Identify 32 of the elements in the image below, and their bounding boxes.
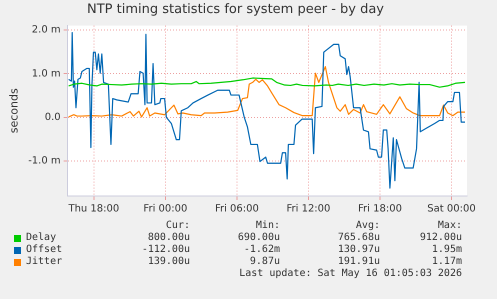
y-tick-label: -1.0 m [28,156,61,167]
text: Cur: [164,220,190,231]
text: 800.00u [146,232,190,243]
text: 765.68u [336,232,380,243]
text: 9.87u [248,256,280,267]
text: 130.97u [336,244,380,255]
text: -112.00u [140,244,190,255]
text: 912.00u [420,232,462,243]
text: -1.62m [242,244,280,255]
text: 139.00u [146,256,190,267]
text: Max: [438,220,462,231]
text: 191.91u [336,256,380,267]
text: 1.17m [432,256,462,267]
x-tick-label: Fri 00:00 [143,204,188,215]
x-tick-label: Fri 12:00 [286,204,330,215]
y-tick-label: 0.0 [44,112,61,123]
chart-title: NTP timing statistics for system peer - by day [86,2,384,18]
legend-label: Jitter [26,256,62,268]
y-axis-title: seconds [7,88,20,134]
legend-label: Delay [26,232,56,244]
x-tick-label: Fri 06:00 [214,204,259,215]
x-tick-label: Thu 18:00 [67,204,120,215]
x-tick-label: Sat 00:00 [427,204,476,215]
y-tick-label: 1.0 m [32,68,61,80]
text: Avg: [354,220,380,231]
text: Last update: Sat May 16 01:05:03 2026 [238,268,462,279]
text: 1.95m [432,244,462,255]
text: Min: [254,220,280,231]
text: 690.00u [236,232,280,243]
y-tick-label: 2.0 m [32,24,61,36]
x-tick-label: Fri 18:00 [358,204,402,215]
legend-label: Offset [26,244,62,256]
